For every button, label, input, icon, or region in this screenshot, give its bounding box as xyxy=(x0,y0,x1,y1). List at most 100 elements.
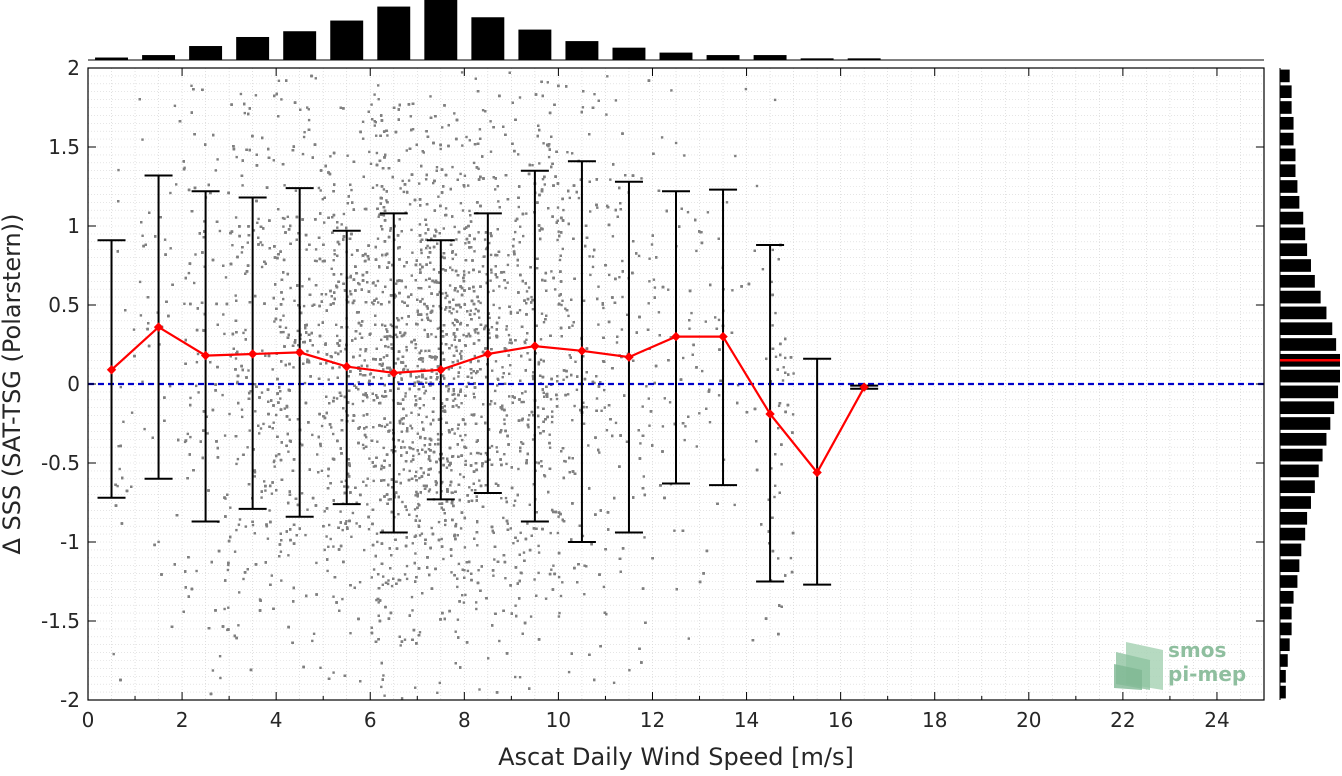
scatter-point xyxy=(664,397,666,399)
scatter-point xyxy=(401,501,403,503)
scatter-point xyxy=(326,570,328,572)
scatter-point xyxy=(401,300,403,302)
scatter-point xyxy=(571,152,573,154)
scatter-point xyxy=(241,251,243,253)
scatter-point xyxy=(451,344,453,346)
scatter-point xyxy=(445,207,447,209)
scatter-point xyxy=(362,121,364,123)
scatter-point xyxy=(315,77,317,79)
scatter-point xyxy=(274,465,276,467)
scatter-point xyxy=(571,419,573,421)
scatter-point xyxy=(376,184,378,186)
scatter-point xyxy=(457,619,459,621)
scatter-point xyxy=(529,504,531,506)
scatter-point xyxy=(340,273,342,275)
scatter-point xyxy=(583,593,585,595)
scatter-point xyxy=(669,401,671,403)
scatter-point xyxy=(449,284,451,286)
scatter-point xyxy=(481,465,483,467)
scatter-point xyxy=(225,276,227,278)
scatter-point xyxy=(561,300,563,302)
scatter-point xyxy=(643,475,645,477)
scatter-point xyxy=(563,460,565,462)
scatter-point xyxy=(245,525,247,527)
scatter-point xyxy=(509,364,511,366)
scatter-point xyxy=(236,156,238,158)
scatter-point xyxy=(441,126,443,128)
scatter-point xyxy=(578,197,580,199)
scatter-point xyxy=(318,187,320,189)
scatter-point xyxy=(476,544,478,546)
scatter-point xyxy=(306,509,308,511)
scatter-point xyxy=(223,333,225,335)
scatter-point xyxy=(262,423,264,425)
scatter-point xyxy=(498,317,500,319)
scatter-point xyxy=(504,287,506,289)
scatter-point xyxy=(464,594,466,596)
scatter-point xyxy=(414,508,416,510)
scatter-point xyxy=(397,513,399,515)
scatter-point xyxy=(335,324,337,326)
scatter-point xyxy=(362,481,364,483)
scatter-point xyxy=(415,471,417,473)
scatter-point xyxy=(282,217,284,219)
scatter-point xyxy=(714,316,716,318)
scatter-point xyxy=(452,322,454,324)
scatter-point xyxy=(621,328,623,330)
scatter-point xyxy=(405,346,407,348)
scatter-point xyxy=(643,536,645,538)
scatter-point xyxy=(197,391,199,393)
scatter-point xyxy=(424,329,426,331)
scatter-point xyxy=(219,230,221,232)
scatter-point xyxy=(244,329,246,331)
scatter-point xyxy=(314,260,316,262)
scatter-point xyxy=(531,164,533,166)
scatter-point xyxy=(442,457,444,459)
scatter-point xyxy=(463,476,465,478)
scatter-point xyxy=(566,376,568,378)
scatter-point xyxy=(411,252,413,254)
scatter-point xyxy=(459,353,461,355)
scatter-point xyxy=(334,352,336,354)
scatter-point xyxy=(416,515,418,517)
scatter-point xyxy=(333,259,335,261)
scatter-point xyxy=(517,540,519,542)
scatter-point xyxy=(536,267,538,269)
scatter-point xyxy=(449,484,451,486)
scatter-point xyxy=(408,179,410,181)
scatter-point xyxy=(559,259,561,261)
scatter-point xyxy=(215,169,217,171)
scatter-point xyxy=(478,479,480,481)
scatter-point xyxy=(456,586,458,588)
scatter-point xyxy=(382,584,384,586)
scatter-point xyxy=(479,128,481,130)
scatter-point xyxy=(247,241,249,243)
scatter-point xyxy=(302,153,304,155)
scatter-point xyxy=(197,353,199,355)
scatter-point xyxy=(280,551,282,553)
scatter-point xyxy=(707,211,709,213)
scatter-point xyxy=(419,407,421,409)
scatter-point xyxy=(510,527,512,529)
scatter-point xyxy=(280,579,282,581)
scatter-point xyxy=(514,605,516,607)
scatter-point xyxy=(482,109,484,111)
scatter-point xyxy=(478,317,480,319)
scatter-point xyxy=(254,410,256,412)
scatter-point xyxy=(661,136,663,138)
scatter-point xyxy=(367,478,369,480)
scatter-point xyxy=(615,422,617,424)
scatter-point xyxy=(437,433,439,435)
scatter-point xyxy=(371,301,373,303)
scatter-point xyxy=(381,465,383,467)
scatter-point xyxy=(363,549,365,551)
scatter-point xyxy=(242,332,244,334)
scatter-point xyxy=(241,409,243,411)
scatter-point xyxy=(530,296,532,298)
scatter-point xyxy=(522,235,524,237)
scatter-point xyxy=(477,569,479,571)
scatter-point xyxy=(280,98,282,100)
scatter-point xyxy=(382,368,384,370)
scatter-point xyxy=(343,485,345,487)
scatter-point xyxy=(586,406,588,408)
